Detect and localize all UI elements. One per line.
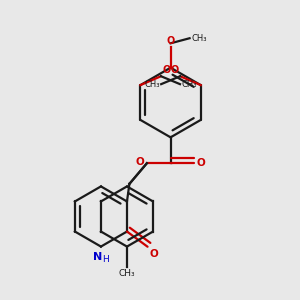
Text: O: O [197,158,206,168]
Text: O: O [163,64,171,75]
Text: O: O [167,35,175,46]
Text: O: O [170,64,178,75]
Text: O: O [136,157,144,167]
Text: CH₃: CH₃ [144,80,160,88]
Text: H: H [102,255,109,264]
Text: CH₃: CH₃ [119,269,135,278]
Text: CH₃: CH₃ [182,80,197,88]
Text: O: O [149,249,158,259]
Text: CH₃: CH₃ [191,34,207,43]
Text: N: N [92,252,102,262]
